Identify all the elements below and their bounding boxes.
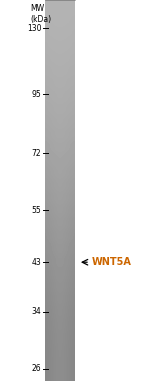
Text: 130: 130 — [27, 24, 41, 32]
Text: MW
(kDa): MW (kDa) — [30, 4, 51, 24]
Text: 34: 34 — [32, 307, 41, 316]
Text: WNT5A: WNT5A — [92, 257, 131, 267]
Text: 43: 43 — [32, 258, 41, 267]
Text: 55: 55 — [32, 206, 41, 215]
Bar — [45, 0, 75, 381]
Text: 95: 95 — [32, 90, 41, 99]
Text: 26: 26 — [32, 364, 41, 373]
Text: 72: 72 — [32, 149, 41, 158]
